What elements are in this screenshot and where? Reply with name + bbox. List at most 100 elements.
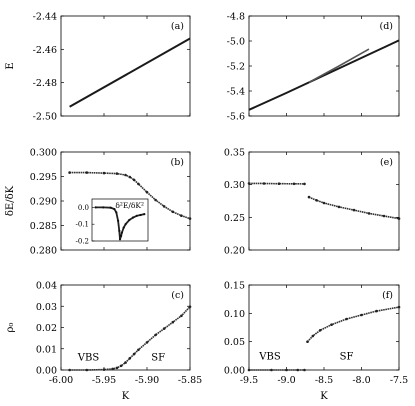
data-point xyxy=(128,357,132,360)
data-point xyxy=(171,320,175,324)
data-point xyxy=(277,182,281,185)
y-tick-label: -5.4 xyxy=(227,87,245,98)
data-point xyxy=(119,364,123,368)
y-axis-label: E xyxy=(5,62,16,69)
data-point xyxy=(85,171,89,174)
data-point xyxy=(188,305,192,309)
y-tick-label: -5.6 xyxy=(227,112,245,123)
data-point xyxy=(137,348,140,352)
x-tick-label: -9.5 xyxy=(240,375,258,386)
inset-y-tick-label: 0.0 xyxy=(78,204,89,212)
data-point xyxy=(360,313,363,317)
phase-annotation: SF xyxy=(340,352,354,363)
panel-label: (f) xyxy=(382,290,393,301)
data-point xyxy=(115,366,119,370)
series-line xyxy=(69,37,191,108)
panel-a: -2.50 -2.48 -2.46 -2.44 (a) E xyxy=(5,12,191,123)
series-curve xyxy=(69,306,191,371)
inset-plot: 0.0 -0.1 -0.2 δ²E/δK² xyxy=(76,198,149,246)
data-point xyxy=(145,190,149,194)
inset-data-point xyxy=(132,216,135,219)
series-curve xyxy=(248,182,305,185)
y-tick-label: 0.02 xyxy=(36,323,57,334)
phase-annotation: SF xyxy=(151,352,165,363)
data-point xyxy=(128,175,132,179)
data-point xyxy=(154,198,157,202)
inset-y-tick-label: -0.1 xyxy=(76,221,90,229)
data-point xyxy=(124,361,127,364)
inset-data-point xyxy=(124,223,127,226)
y-tick-label: -5.2 xyxy=(227,62,245,73)
x-axis-label: K xyxy=(320,391,328,402)
data-point xyxy=(154,333,157,337)
x-tick-label: -5.95 xyxy=(92,375,116,386)
x-tick-label: -6.00 xyxy=(49,375,73,386)
y-tick-label: 0.00 xyxy=(36,366,57,377)
panel-e: 0.20 0.25 0.30 0.35 (e) xyxy=(224,148,401,257)
y-axis-label: δE/δK xyxy=(5,185,16,216)
inset-data-point xyxy=(135,214,138,217)
y-tick-label: 0.295 xyxy=(30,172,57,183)
series-curve xyxy=(69,171,191,220)
panel-label: (e) xyxy=(380,157,393,168)
inset-data-point xyxy=(120,231,123,234)
series-line xyxy=(308,48,370,84)
inset-data-point xyxy=(113,208,116,211)
y-tick-label: -2.46 xyxy=(33,45,57,56)
data-point xyxy=(382,214,386,218)
data-point xyxy=(102,171,106,175)
data-point xyxy=(124,173,127,177)
y-tick-label: 0.15 xyxy=(224,281,245,292)
data-point xyxy=(352,208,356,212)
y-tick-label: 0.290 xyxy=(30,197,57,208)
y-tick-label: 0.35 xyxy=(224,148,245,159)
data-point xyxy=(345,317,348,321)
data-point xyxy=(397,305,401,309)
series-curve xyxy=(308,196,400,220)
data-point xyxy=(306,340,309,344)
inset-y-tick-label: -0.2 xyxy=(76,238,90,246)
data-point xyxy=(247,182,251,185)
y-tick-label: 0.05 xyxy=(224,337,245,348)
x-tick-label: -7.5 xyxy=(390,375,408,386)
data-point xyxy=(188,217,192,220)
data-point xyxy=(315,199,318,202)
panel-label: (c) xyxy=(171,290,184,301)
y-tick-label: 0.01 xyxy=(36,344,57,355)
x-tick-label: -5.85 xyxy=(178,375,202,386)
data-point xyxy=(180,314,183,318)
plot-frame xyxy=(60,15,191,117)
data-point xyxy=(296,368,300,372)
series-curve xyxy=(306,306,400,343)
x-tick-label: -8.5 xyxy=(315,375,333,386)
data-point xyxy=(367,212,371,215)
inset-data-point xyxy=(115,211,118,214)
data-point xyxy=(162,327,166,330)
inset-data-point xyxy=(118,238,122,241)
inset-data-point xyxy=(109,206,112,209)
y-tick-label: 0.00 xyxy=(224,366,245,377)
inset-title: δ²E/δK² xyxy=(115,201,144,210)
data-point xyxy=(162,205,166,208)
data-point xyxy=(397,217,401,220)
data-point xyxy=(102,368,106,371)
data-point xyxy=(132,352,136,356)
data-point xyxy=(68,171,71,174)
data-point xyxy=(337,205,341,209)
y-tick-label: -2.48 xyxy=(33,78,57,89)
data-point xyxy=(322,201,326,205)
data-point xyxy=(262,182,266,185)
y-tick-label: -2.50 xyxy=(33,112,57,123)
plot-frame xyxy=(248,151,400,251)
data-point xyxy=(145,341,149,344)
inset-data-point xyxy=(122,226,125,229)
y-tick-label: 0.04 xyxy=(36,281,57,292)
panel-f: -9.5 -9.0 -8.5 -8.0 -7.5 0.00 0.05 0.10 0.15 (f) K… xyxy=(224,281,408,403)
data-point xyxy=(85,368,89,372)
inset-data-point xyxy=(118,229,121,232)
data-point xyxy=(115,172,119,175)
data-point xyxy=(137,182,140,186)
data-point xyxy=(303,368,306,372)
series-line xyxy=(248,39,400,111)
panel-label: (d) xyxy=(380,21,394,32)
